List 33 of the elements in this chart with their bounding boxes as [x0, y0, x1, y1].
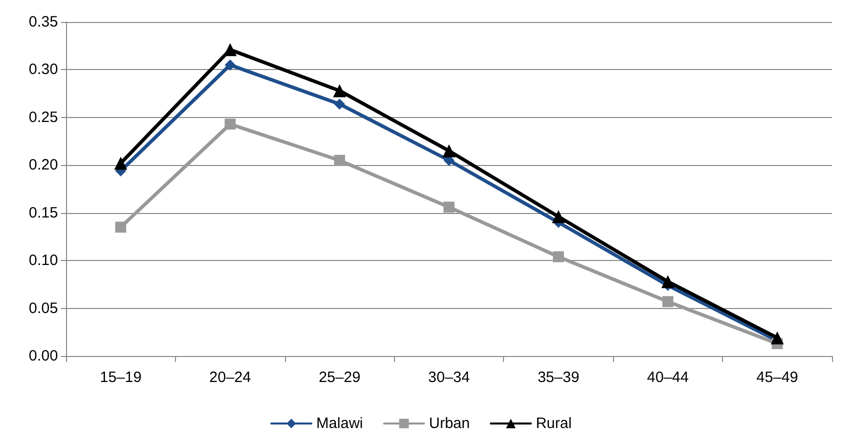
x-tick-label: 20–24	[209, 369, 251, 386]
point	[224, 43, 237, 56]
legend-label: Rural	[536, 415, 572, 432]
y-tick-label: 0.00	[28, 348, 58, 364]
x-tick-label: 45–49	[756, 369, 798, 386]
point	[224, 59, 236, 70]
x-tick-label: 40–44	[647, 369, 689, 386]
y-tick-label: 0.15	[28, 204, 58, 222]
point	[770, 331, 784, 344]
point	[115, 222, 126, 233]
point	[224, 118, 236, 130]
point	[444, 202, 454, 213]
point	[661, 275, 674, 288]
y-tick-label: 0.20	[28, 156, 58, 174]
x-tick-label: 30–34	[428, 369, 470, 386]
y-tick-label: 0.05	[28, 300, 58, 317]
point	[552, 210, 565, 224]
point	[333, 84, 346, 98]
point	[334, 98, 346, 110]
x-tick-label: 25–29	[318, 369, 360, 386]
x-tick-label: 15–19	[100, 369, 142, 386]
y-tick-label: 0.25	[28, 108, 58, 126]
point	[334, 154, 346, 166]
point	[114, 156, 128, 170]
point	[662, 296, 674, 308]
y-tick-label: 0.10	[28, 252, 58, 270]
legend-label: Malawi	[316, 415, 363, 432]
point	[552, 251, 564, 262]
legend-label: Urban	[428, 415, 470, 432]
y-tick-label: 0.30	[28, 61, 58, 78]
x-tick-label: 35–39	[538, 369, 580, 386]
point	[442, 144, 456, 158]
y-tick-label: 0.35	[28, 14, 58, 30]
